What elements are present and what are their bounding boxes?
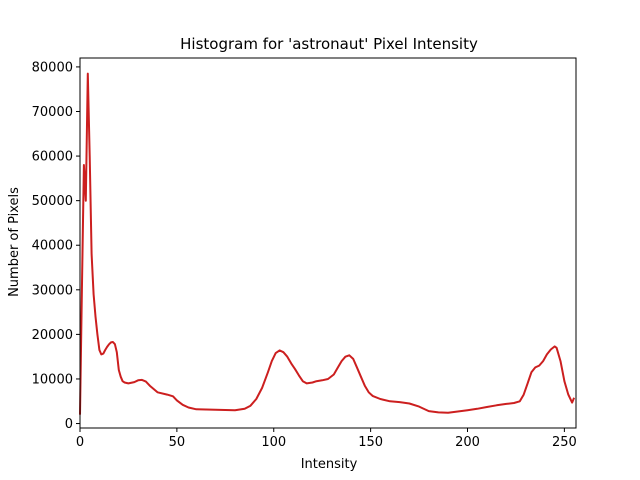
- y-tick-label: 60000: [32, 150, 73, 165]
- y-tick-label: 20000: [32, 328, 73, 343]
- y-tick-label: 30000: [32, 283, 73, 298]
- x-tick-label: 50: [169, 435, 186, 450]
- y-tick-label: 70000: [32, 105, 73, 120]
- x-tick-label: 0: [76, 435, 84, 450]
- chart-title: Histogram for 'astronaut' Pixel Intensit…: [180, 35, 478, 53]
- y-tick-label: 0: [65, 417, 73, 432]
- x-tick-label: 250: [552, 435, 577, 450]
- x-axis-label: Intensity: [301, 457, 358, 472]
- x-tick-label: 200: [455, 435, 480, 450]
- x-tick-label: 100: [261, 435, 286, 450]
- y-tick-label: 80000: [32, 60, 73, 75]
- y-tick-label: 10000: [32, 372, 73, 387]
- x-tick-label: 150: [358, 435, 383, 450]
- plot-frame: [79, 57, 577, 429]
- plot-layer: [79, 72, 576, 415]
- y-tick-label: 40000: [32, 239, 73, 254]
- y-axis-label: Number of Pixels: [7, 187, 22, 297]
- series-line-0: [79, 72, 576, 415]
- ticks-layer: 0 50 100 150 200 250 0 10000 20000 30000 40000 5000…: [32, 60, 577, 450]
- y-tick-label: 50000: [32, 194, 73, 209]
